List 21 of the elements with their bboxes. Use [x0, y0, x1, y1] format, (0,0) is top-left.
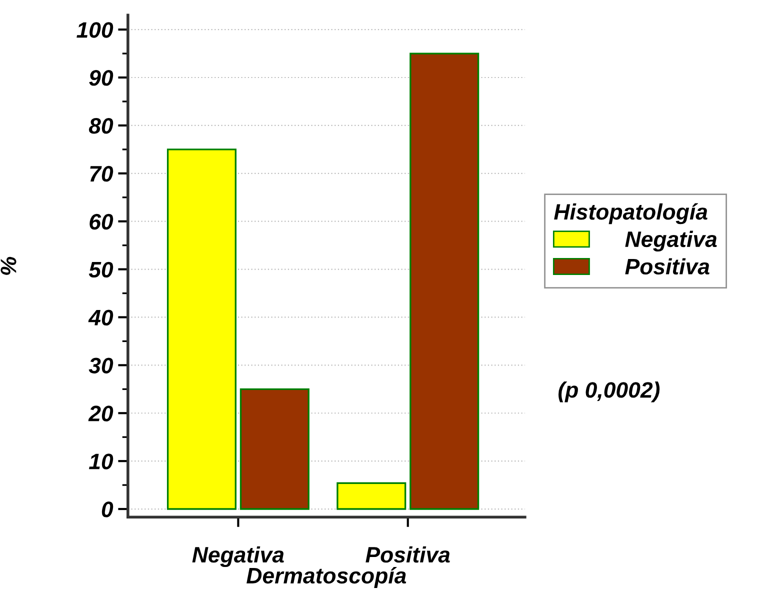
- bar: [166, 148, 236, 510]
- bar: [240, 388, 310, 510]
- y-tick-label: 80: [88, 118, 114, 134]
- x-axis-title: Dermatoscopía: [246, 567, 406, 588]
- y-tick-label: 50: [88, 262, 114, 278]
- y-axis-title: %: [0, 256, 16, 275]
- y-tick-label: 30: [88, 358, 114, 374]
- y-tick-label: 0: [102, 502, 114, 518]
- legend-title: Histopatología: [554, 203, 708, 224]
- y-tick-label: 40: [88, 310, 114, 326]
- y-tick-label: 100: [76, 22, 114, 38]
- y-tick-label: 70: [90, 166, 114, 182]
- y-tick-label: 90: [89, 70, 114, 86]
- bar: [410, 52, 480, 510]
- bar: [336, 482, 406, 510]
- text: (p 0,0002): [558, 381, 660, 402]
- legend-label: Positiva: [625, 258, 710, 275]
- legend-label: Negativa: [625, 230, 717, 252]
- y-tick-label: 10: [88, 454, 114, 470]
- y-tick-label: 60: [90, 214, 114, 230]
- y-tick-label: 20: [88, 406, 114, 422]
